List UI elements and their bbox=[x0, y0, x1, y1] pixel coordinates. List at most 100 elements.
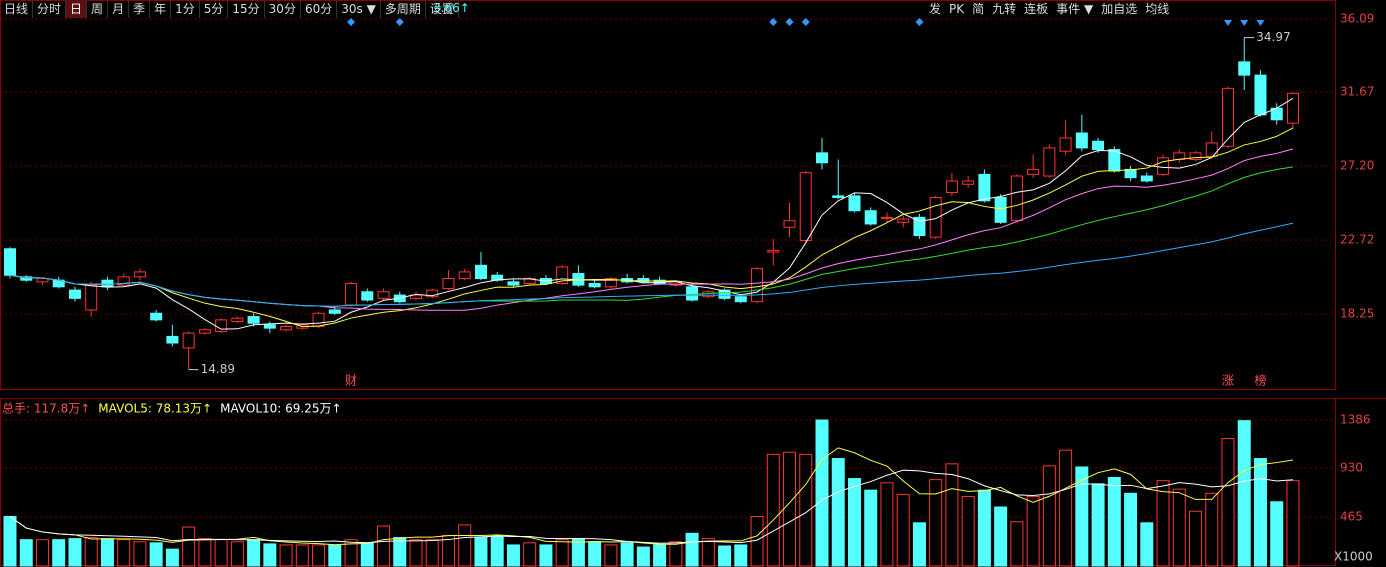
candle-body bbox=[832, 195, 845, 199]
candle-body bbox=[198, 329, 211, 334]
volume-bar bbox=[912, 522, 926, 567]
toolbar-button[interactable]: 均线 bbox=[1145, 2, 1170, 16]
volume-bar bbox=[214, 539, 228, 567]
candle-body bbox=[929, 197, 942, 238]
volume-bar bbox=[1270, 501, 1284, 567]
volume-bar bbox=[506, 544, 520, 567]
toolbar-button[interactable]: 多周期 bbox=[381, 0, 426, 18]
candle-body bbox=[507, 281, 520, 286]
volume-bar bbox=[555, 539, 569, 567]
event-annotation: 榜 bbox=[1254, 373, 1266, 388]
toolbar-button[interactable]: 月 bbox=[108, 0, 130, 18]
volume-bar bbox=[1059, 449, 1073, 567]
volume-bar bbox=[880, 482, 894, 567]
quote: 3.66↑ bbox=[433, 1, 470, 15]
price-panel bbox=[0, 0, 1336, 390]
candle-body bbox=[718, 289, 731, 299]
toolbar-button[interactable]: 日线 bbox=[0, 0, 34, 18]
candle-body bbox=[816, 152, 828, 164]
volume-bar bbox=[636, 546, 650, 567]
candle-body bbox=[280, 325, 293, 331]
volume-bar bbox=[588, 541, 602, 567]
event-annotation: 涨 bbox=[1222, 373, 1234, 388]
event-annotation: 财 bbox=[345, 374, 357, 388]
toolbar-button[interactable]: 事件 ▼ bbox=[1056, 2, 1094, 16]
candle-body bbox=[1254, 74, 1267, 116]
toolbar-button[interactable]: 年 bbox=[150, 0, 172, 18]
volume-bar bbox=[393, 537, 407, 567]
volume-legend: MAVOL5: 78.13万↑ bbox=[98, 402, 212, 416]
y-tick-label: 465 bbox=[1340, 510, 1363, 524]
volume-bar bbox=[604, 544, 618, 567]
volume-bar bbox=[35, 539, 49, 567]
candle-body bbox=[312, 312, 325, 327]
candle-body bbox=[1027, 168, 1040, 175]
candle-body bbox=[377, 291, 390, 299]
candle-body bbox=[1286, 92, 1299, 124]
candle-body bbox=[1157, 157, 1170, 175]
volume-bar bbox=[929, 479, 943, 567]
volume-bar bbox=[831, 458, 845, 567]
volume-bar bbox=[1189, 510, 1203, 567]
candle-body bbox=[994, 197, 1007, 223]
toolbar-button[interactable]: 60分 bbox=[301, 0, 338, 18]
ma-line bbox=[9, 97, 1294, 330]
toolbar-button[interactable]: 分时 bbox=[33, 0, 67, 18]
min-label: 14.89 bbox=[201, 362, 235, 376]
volume-bar bbox=[766, 453, 780, 567]
volume-bar bbox=[1091, 483, 1105, 567]
candle-body bbox=[117, 276, 130, 286]
toolbar-button[interactable]: 季 bbox=[129, 0, 151, 18]
candle-body bbox=[442, 278, 455, 289]
toolbar-button[interactable]: 加自选 bbox=[1101, 2, 1138, 16]
toolbar-button[interactable]: 发 bbox=[929, 2, 942, 16]
volume-bar bbox=[425, 539, 439, 567]
toolbar-button[interactable]: 5分 bbox=[200, 0, 229, 18]
toolbar-button[interactable]: 30分 bbox=[265, 0, 301, 18]
event-diamond bbox=[347, 18, 356, 26]
unit-label: X1000 bbox=[1334, 550, 1373, 564]
candle-body bbox=[751, 268, 764, 303]
candle-body bbox=[1189, 152, 1202, 160]
candle-body bbox=[361, 291, 374, 301]
toolbar-button[interactable]: 设置 bbox=[426, 0, 459, 18]
volume-bar bbox=[1172, 488, 1186, 567]
volume-bar bbox=[230, 541, 244, 567]
toolbar-button[interactable]: 简 bbox=[972, 2, 985, 16]
volume-bar bbox=[1221, 438, 1235, 567]
toolbar: 日线 分时日周月季年 1分 5分 15分 30分 60分 30s ▼ 多周期 设置 bbox=[0, 0, 459, 18]
candle-body bbox=[458, 271, 471, 280]
toolbar-button[interactable]: 日 bbox=[66, 0, 88, 18]
toolbar-button[interactable]: 30s ▼ bbox=[337, 0, 381, 18]
candle-body bbox=[1075, 132, 1088, 149]
candle-body bbox=[897, 218, 910, 223]
candle-body bbox=[1043, 147, 1056, 177]
toolbar-button[interactable]: 九转 bbox=[992, 2, 1017, 16]
y-tick-label: 1386 bbox=[1340, 413, 1371, 427]
volume-bar bbox=[896, 493, 910, 567]
candle-body bbox=[1205, 142, 1218, 157]
volume-bar bbox=[945, 463, 959, 567]
volume-bar bbox=[3, 515, 17, 567]
candle-body bbox=[1059, 137, 1072, 152]
toolbar-button[interactable]: 周 bbox=[87, 0, 109, 18]
candle-body bbox=[767, 249, 780, 253]
event-diamond bbox=[915, 18, 924, 26]
volume-bar bbox=[84, 537, 98, 567]
toolbar-button[interactable]: 1分 bbox=[171, 0, 200, 18]
volume-bar bbox=[100, 538, 114, 567]
candle-body bbox=[150, 312, 163, 321]
candle-body bbox=[783, 220, 796, 228]
toolbar-button[interactable]: PK bbox=[949, 2, 965, 16]
candle-body bbox=[101, 279, 114, 288]
max-label: 34.97 bbox=[1256, 30, 1290, 44]
toolbar-button[interactable]: 连板 bbox=[1024, 2, 1049, 16]
volume-bar bbox=[182, 526, 196, 567]
volume-bar bbox=[864, 489, 878, 567]
event-triangle bbox=[1240, 20, 1249, 26]
event-diamond bbox=[769, 18, 778, 26]
volume-bar bbox=[279, 544, 293, 567]
candle-body bbox=[978, 173, 991, 202]
y-tick-label: 27.20 bbox=[1340, 159, 1374, 173]
toolbar-button[interactable]: 15分 bbox=[228, 0, 265, 18]
